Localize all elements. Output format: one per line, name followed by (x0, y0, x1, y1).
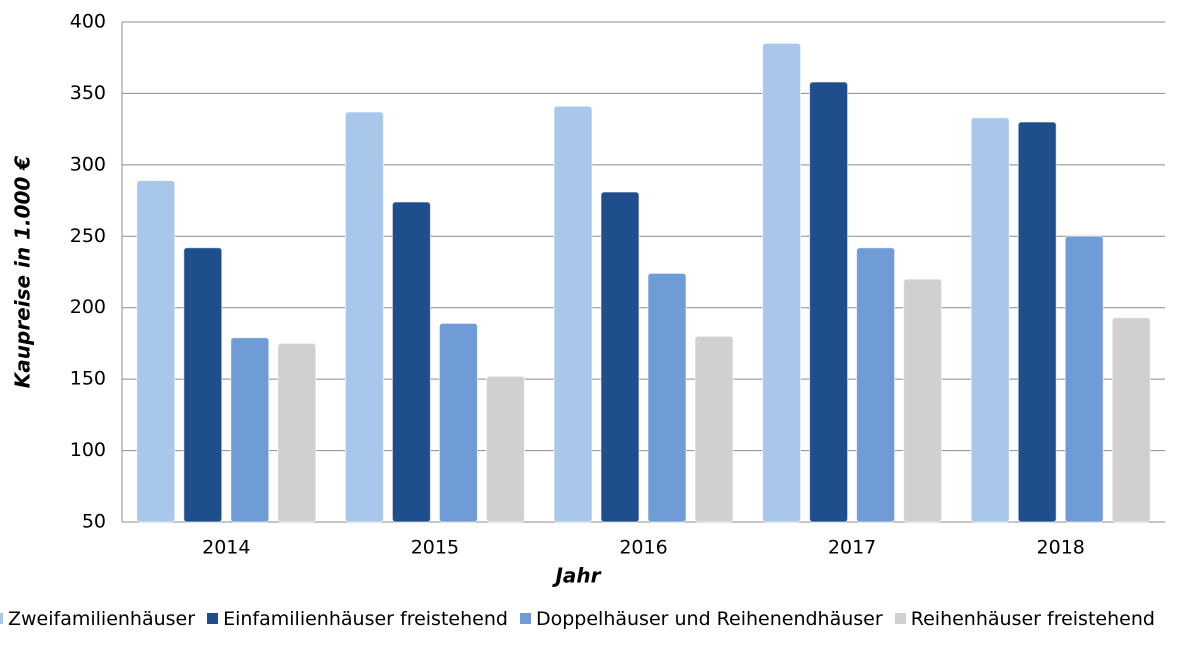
y-tick-label: 400 (70, 11, 106, 33)
bar (1017, 121, 1057, 523)
y-tick-label: 100 (70, 439, 106, 461)
legend-swatch (519, 613, 531, 624)
bar (762, 42, 802, 523)
bar (183, 247, 223, 523)
bar (553, 105, 593, 523)
bar (1064, 235, 1104, 523)
y-tick-label: 300 (70, 153, 106, 175)
x-axis-title: Jahr (551, 564, 601, 588)
y-tick-label: 250 (70, 225, 106, 247)
bar (136, 180, 176, 523)
y-tick-label: 50 (82, 511, 106, 533)
legend-label: Einfamilienhäuser freistehend (223, 608, 508, 630)
x-tick-label: 2014 (202, 537, 250, 559)
legend-label: Zweifamilienhäuser (8, 608, 196, 630)
chart: Jahr Kaupreise in 1.000 € 50 100 150 200 250… (11, 11, 1165, 588)
bar (485, 375, 525, 523)
bar (230, 337, 270, 523)
legend: Zweifamilienhäuser Einfamilienhäuser fre… (0, 604, 1186, 635)
y-tick-label: 350 (70, 82, 106, 104)
bar (647, 272, 687, 523)
x-tick-label: 2016 (619, 537, 667, 559)
bar (438, 322, 478, 523)
bar (809, 81, 849, 523)
bar (856, 247, 896, 523)
bar (903, 278, 943, 523)
legend-swatch (0, 613, 3, 624)
y-tick-label: 200 (70, 296, 106, 318)
x-tick-label: 2018 (1037, 537, 1085, 559)
x-tick-label: 2017 (828, 537, 876, 559)
bar (344, 111, 384, 523)
bar (277, 342, 317, 523)
legend-label: Doppelhäuser und Reihenendhäuser (535, 608, 883, 630)
bar (970, 117, 1010, 523)
x-tick-label: 2015 (411, 537, 459, 559)
y-tick-label: 150 (70, 368, 106, 390)
legend-swatch (894, 613, 906, 624)
bar (694, 335, 734, 523)
bar (391, 201, 431, 523)
bar (1111, 317, 1151, 523)
legend-swatch (207, 613, 219, 624)
y-axis-title: Kaupreise in 1.000 € (11, 156, 35, 389)
bar (600, 191, 640, 523)
legend-label: Reihenhäuser freistehend (910, 608, 1155, 630)
